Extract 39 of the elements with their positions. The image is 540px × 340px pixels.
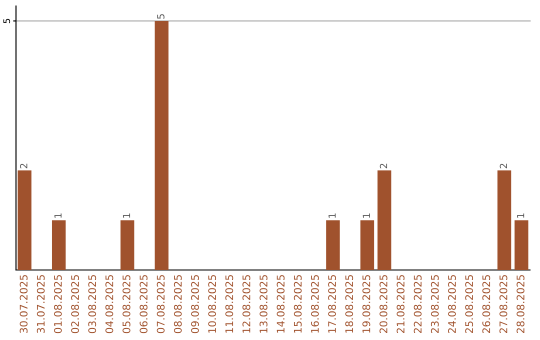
data-label: 5 — [157, 14, 164, 19]
x-tick-label: 11.08.2025 — [225, 275, 234, 333]
x-tick-label: 24.08.2025 — [448, 275, 456, 334]
x-tick-label: 31.07.2025 — [36, 275, 45, 334]
x-tick-label: 14.08.2025 — [276, 275, 285, 333]
x-tick-label: 02.08.2025 — [71, 275, 79, 334]
x-tick-label: 20.08.2025 — [380, 275, 388, 334]
x-tick-label: 08.08.2025 — [174, 275, 182, 334]
x-tick-label: 15.08.2025 — [294, 275, 302, 333]
x-tick-label: 06.08.2025 — [140, 275, 148, 334]
x-tick-label: 18.08.2025 — [345, 275, 354, 333]
data-label: 1 — [122, 214, 130, 218]
x-tick-label: 21.08.2025 — [396, 275, 405, 334]
data-label: 1 — [54, 214, 62, 218]
x-tick-label: 27.08.2025 — [499, 275, 508, 334]
data-label: 1 — [362, 214, 370, 218]
x-tick-label: 25.08.2025 — [465, 275, 474, 334]
x-tick-label: 03.08.2025 — [88, 275, 96, 334]
x-tick-label: 23.08.2025 — [430, 275, 439, 334]
x-tick-label: 12.08.2025 — [242, 275, 250, 333]
data-label: 2 — [20, 164, 28, 168]
x-tick-label: 28.08.2025 — [516, 275, 524, 334]
x-tick-label: 19.08.2025 — [362, 275, 370, 333]
x-tick-label: 10.08.2025 — [208, 275, 216, 333]
x-tick-label: 01.08.2025 — [54, 275, 62, 334]
data-label: 1 — [517, 214, 524, 218]
x-tick-label: 16.08.2025 — [310, 275, 319, 333]
x-tick-label: 13.08.2025 — [260, 275, 268, 333]
data-label: 1 — [328, 214, 336, 218]
data-label: 2 — [380, 164, 388, 168]
x-tick-label: 04.08.2025 — [105, 275, 114, 334]
x-tick-label: 09.08.2025 — [191, 275, 199, 334]
x-tick-label: 05.08.2025 — [122, 275, 130, 334]
x-tick-label: 26.08.2025 — [482, 275, 490, 334]
x-tick-label: 07.08.2025 — [156, 275, 165, 334]
x-tick-label: 22.08.2025 — [414, 275, 422, 334]
x-tick-label: 17.08.2025 — [328, 275, 336, 333]
data-label: 2 — [500, 164, 507, 168]
x-tick-label: 30.07.2025 — [20, 275, 28, 334]
